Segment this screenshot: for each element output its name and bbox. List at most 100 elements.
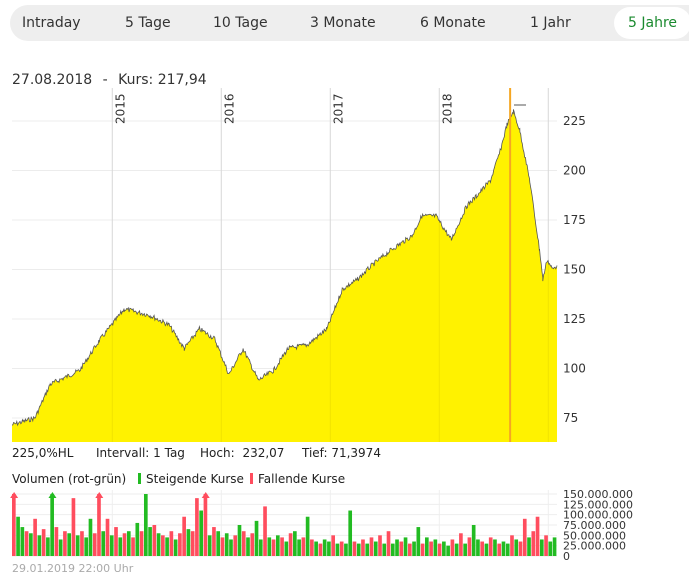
volume-bar bbox=[131, 537, 135, 556]
volume-bar bbox=[365, 543, 370, 556]
volume-bar bbox=[212, 527, 216, 556]
volume-bar bbox=[318, 543, 323, 556]
volume-bar bbox=[114, 527, 118, 556]
volume-bar bbox=[267, 537, 272, 556]
year-label: 2018 bbox=[440, 93, 454, 124]
volume-bar bbox=[12, 494, 16, 556]
volume-bar bbox=[310, 539, 314, 556]
volume-bar bbox=[182, 516, 186, 556]
overflow-arrow bbox=[201, 492, 210, 498]
volume-bar bbox=[258, 539, 263, 556]
volume-bar bbox=[403, 537, 408, 556]
volume-bar bbox=[514, 539, 519, 556]
legend-up: Steigende Kurse bbox=[146, 472, 244, 486]
y-tick-label: 175 bbox=[563, 213, 586, 227]
volume-bar bbox=[37, 535, 42, 556]
volume-bar bbox=[420, 543, 425, 556]
volume-bar bbox=[327, 541, 331, 556]
year-label: 2016 bbox=[222, 93, 236, 124]
y-tick-label: 225 bbox=[563, 114, 586, 128]
volume-bar bbox=[186, 529, 191, 556]
volume-bar bbox=[207, 535, 212, 556]
y-tick-label: 75 bbox=[563, 411, 578, 425]
volume-bar bbox=[352, 541, 357, 556]
header-sep: - bbox=[102, 72, 108, 88]
volume-bar bbox=[246, 537, 250, 556]
volume-bar bbox=[101, 531, 106, 556]
volume-bar bbox=[484, 543, 489, 556]
volume-bar bbox=[169, 531, 174, 556]
volume-bar bbox=[84, 537, 89, 556]
volume-bar bbox=[199, 510, 204, 556]
volume-bar bbox=[203, 494, 208, 556]
volume-bar bbox=[442, 541, 446, 556]
vol-tick-label: 75.000.000 bbox=[563, 519, 626, 532]
volume-bar bbox=[390, 543, 395, 556]
up-swatch bbox=[138, 473, 141, 484]
year-label: 2017 bbox=[331, 93, 345, 124]
tab-5-jahre[interactable]: 5 Jahre bbox=[614, 7, 689, 39]
volume-bar bbox=[229, 539, 233, 556]
volume-bar bbox=[399, 541, 404, 556]
volume-bar bbox=[378, 535, 382, 556]
tab-10-tage[interactable]: 10 Tage bbox=[213, 15, 268, 31]
volume-bar bbox=[386, 531, 391, 556]
volume-bar bbox=[75, 535, 80, 556]
volume-bar bbox=[450, 539, 455, 556]
volume-bar bbox=[63, 531, 67, 556]
volume-bar bbox=[24, 531, 29, 556]
volume-bar bbox=[67, 533, 72, 556]
header-kurs: Kurs: 217,94 bbox=[118, 72, 207, 88]
y-tick-label: 125 bbox=[563, 312, 586, 326]
volume-bar bbox=[344, 543, 348, 556]
volume-bar bbox=[156, 533, 161, 556]
tab-1-jahr[interactable]: 1 Jahr bbox=[530, 15, 571, 31]
hl-percent: 225,0%HL bbox=[12, 446, 74, 460]
volume-bar bbox=[480, 541, 485, 556]
volume-bar bbox=[135, 522, 140, 556]
volume-bar bbox=[433, 539, 438, 556]
tab-6-monate[interactable]: 6 Monate bbox=[420, 15, 486, 31]
volume-bar bbox=[118, 537, 123, 556]
tab-3-monate[interactable]: 3 Monate bbox=[310, 15, 376, 31]
volume-bar bbox=[224, 533, 229, 556]
volume-bar bbox=[527, 537, 531, 556]
timestamp: 29.01.2019 22:00 Uhr bbox=[12, 562, 134, 575]
volume-bar bbox=[454, 543, 459, 556]
volume-bar bbox=[382, 543, 387, 556]
volume-bar bbox=[501, 541, 506, 556]
overflow-arrow bbox=[10, 492, 19, 498]
vol-tick-label: 50.000.000 bbox=[563, 529, 626, 542]
volume-bar bbox=[497, 543, 502, 556]
volume-bar bbox=[139, 531, 144, 556]
volume-bar bbox=[395, 539, 399, 556]
volume-bar bbox=[126, 531, 131, 556]
volume-bar bbox=[46, 537, 50, 556]
y-tick-label: 200 bbox=[563, 164, 586, 178]
y-tick-label: 100 bbox=[563, 362, 586, 376]
y-tick-label: 150 bbox=[563, 263, 586, 277]
volume-bar bbox=[88, 518, 93, 556]
volume-bar bbox=[284, 541, 289, 556]
volume-bar bbox=[467, 537, 472, 556]
volume-bar bbox=[437, 543, 442, 556]
volume-bar bbox=[161, 535, 165, 556]
volume-bar bbox=[105, 518, 110, 556]
volume-bar bbox=[305, 516, 310, 556]
volume-bar bbox=[531, 531, 536, 556]
volume-bar bbox=[339, 541, 344, 556]
range-tabs: Intraday 5 Tage 10 Tage 3 Monate 6 Monate 1 J… bbox=[10, 5, 689, 41]
overflow-arrow bbox=[95, 492, 104, 498]
volume-bar bbox=[335, 543, 340, 556]
volume-bar bbox=[16, 516, 20, 556]
tab-5-tage[interactable]: 5 Tage bbox=[125, 15, 171, 31]
volume-bar bbox=[233, 535, 238, 556]
volume-bar bbox=[241, 531, 246, 556]
volume-bar bbox=[416, 527, 421, 556]
tab-intraday[interactable]: Intraday bbox=[22, 15, 81, 31]
volume-bar bbox=[429, 541, 433, 556]
volume-bar bbox=[518, 541, 523, 556]
vol-tick-label: 125.000.000 bbox=[563, 498, 633, 511]
volume-bar bbox=[54, 527, 59, 556]
